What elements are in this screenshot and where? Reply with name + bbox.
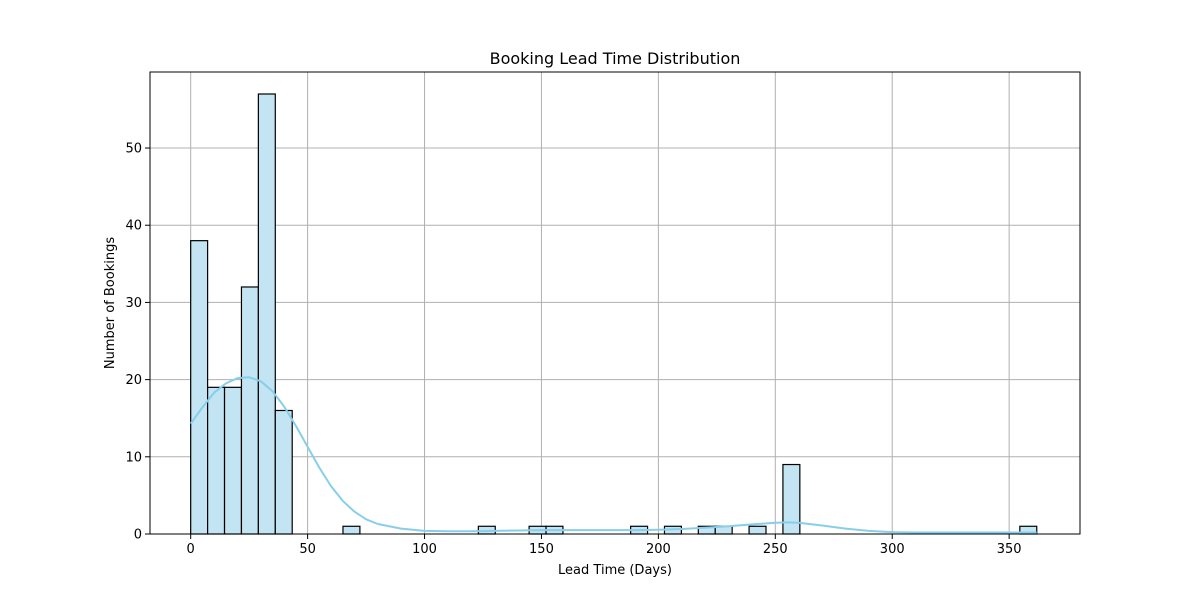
x-tick-label: 350 [997, 542, 1022, 557]
x-tick-label: 0 [187, 542, 195, 557]
x-tick-label: 50 [299, 542, 316, 557]
y-tick-label: 40 [125, 219, 142, 234]
x-tick-label: 150 [529, 542, 554, 557]
histogram-bar [342, 525, 361, 535]
y-axis-label: Number of Bookings [103, 237, 118, 369]
histogram-bar [274, 409, 293, 535]
histogram-bar [223, 386, 243, 535]
histogram-bar [190, 240, 209, 535]
histogram-bar [240, 286, 259, 535]
grid [150, 72, 1080, 535]
x-tick-label: 300 [880, 542, 905, 557]
x-tick-label: 200 [646, 542, 671, 557]
y-tick-label: 0 [134, 528, 142, 543]
y-tick-label: 10 [125, 450, 142, 465]
x-axis-ticks: 0 50 100 150 200 250 300 350 [187, 534, 1022, 557]
histogram-bars [190, 93, 1038, 535]
y-tick-label: 20 [125, 373, 142, 388]
y-axis-ticks: 0 10 20 30 40 50 [125, 142, 150, 543]
x-tick-label: 100 [412, 542, 437, 557]
chart-title: Booking Lead Time Distribution [490, 49, 741, 68]
plot-frame [149, 71, 1081, 535]
histogram-bar [748, 525, 767, 535]
y-tick-label: 30 [125, 296, 142, 311]
kde-curve [189, 376, 1037, 534]
y-tick-label: 50 [125, 142, 142, 157]
x-tick-label: 250 [763, 542, 788, 557]
kde-curve-group [189, 376, 1037, 534]
x-axis-label: Lead Time (Days) [558, 563, 672, 578]
histogram-bar [207, 386, 226, 535]
histogram-bar [257, 93, 276, 535]
